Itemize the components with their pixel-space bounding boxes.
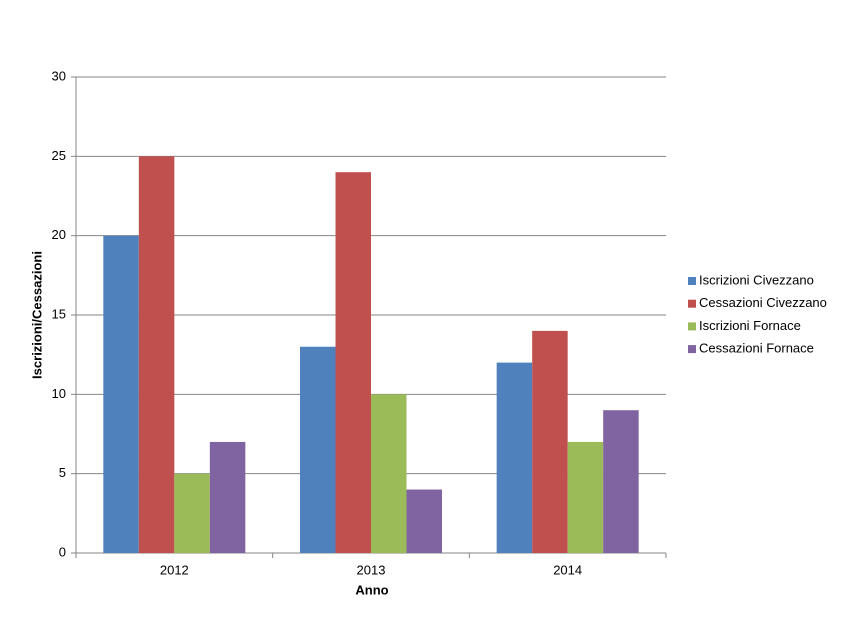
bar bbox=[532, 330, 568, 553]
legend-swatch bbox=[688, 277, 696, 285]
bar bbox=[406, 489, 442, 553]
bar bbox=[496, 362, 533, 553]
legend-label: Cessazioni Civezzano bbox=[699, 295, 827, 310]
y-tick-label: 0 bbox=[59, 544, 66, 559]
bar bbox=[300, 346, 336, 553]
x-tick-label: 2013 bbox=[357, 562, 386, 577]
y-tick-label: 5 bbox=[59, 465, 66, 480]
x-tick-label: 2014 bbox=[553, 562, 582, 577]
bar bbox=[103, 235, 139, 553]
legend-swatch bbox=[688, 345, 696, 354]
legend-label: Iscrizioni Civezzano bbox=[699, 272, 814, 287]
bar bbox=[174, 473, 210, 553]
y-tick-label: 20 bbox=[52, 227, 66, 242]
y-tick-label: 30 bbox=[52, 68, 66, 83]
x-tick-label: 2012 bbox=[160, 562, 189, 577]
legend-label: Iscrizioni Fornace bbox=[699, 318, 801, 333]
bar bbox=[138, 156, 175, 554]
x-axis-label: Anno bbox=[355, 582, 388, 597]
legend-label: Cessazioni Fornace bbox=[699, 341, 814, 356]
bar bbox=[567, 441, 604, 553]
bar bbox=[209, 441, 246, 553]
legend-swatch bbox=[688, 299, 696, 308]
y-tick-label: 25 bbox=[52, 148, 66, 163]
bar bbox=[371, 394, 407, 553]
y-tick-label: 10 bbox=[52, 386, 66, 401]
y-tick-label: 15 bbox=[52, 306, 66, 321]
y-axis-label: Iscrizioni/Cessazioni bbox=[29, 251, 44, 379]
legend-swatch bbox=[688, 322, 696, 331]
bar bbox=[603, 410, 639, 553]
bar bbox=[335, 172, 371, 553]
